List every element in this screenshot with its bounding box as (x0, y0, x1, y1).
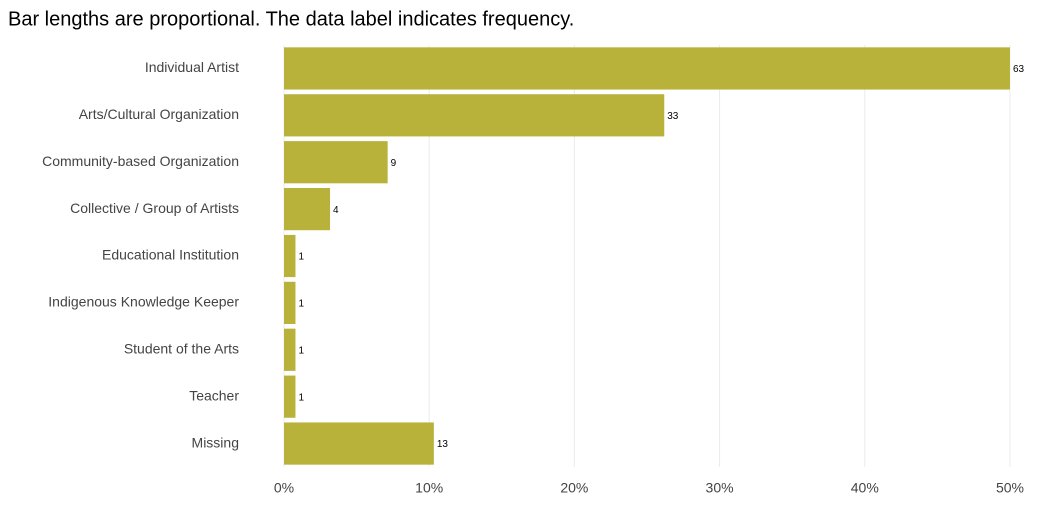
bar (284, 234, 296, 278)
data-label: 9 (391, 158, 397, 169)
data-label: 4 (333, 205, 339, 216)
x-tick-label: 0% (274, 480, 294, 496)
bar (284, 141, 388, 184)
bar (284, 47, 1010, 90)
data-label: 1 (298, 345, 304, 356)
bar (284, 328, 296, 371)
data-label: 13 (437, 439, 449, 450)
x-tick-label: 40% (851, 480, 879, 496)
x-tick-label: 30% (706, 480, 734, 496)
y-tick-label: Missing (192, 434, 239, 450)
x-tick-label: 10% (415, 480, 443, 496)
y-tick-label: Student of the Arts (124, 340, 239, 356)
x-tick-label: 50% (996, 480, 1024, 496)
y-tick-label: Teacher (189, 387, 239, 403)
data-label: 33 (667, 111, 679, 122)
bar (284, 422, 434, 465)
x-tick-label: 20% (560, 480, 588, 496)
y-tick-label: Individual Artist (145, 59, 239, 75)
data-label: 1 (298, 392, 304, 403)
y-tick-label: Educational Institution (102, 247, 239, 263)
data-label: 1 (298, 299, 304, 310)
y-tick-label: Indigenous Knowledge Keeper (48, 294, 239, 310)
data-label: 63 (1013, 64, 1025, 75)
bar (284, 188, 331, 231)
bar (284, 375, 296, 418)
chart-title: Bar lengths are proportional. The data l… (8, 8, 574, 30)
bar (284, 94, 665, 137)
y-tick-label: Collective / Group of Artists (70, 200, 239, 216)
bar (284, 281, 296, 324)
y-tick-label: Arts/Cultural Organization (79, 106, 239, 122)
data-label: 1 (298, 252, 304, 263)
y-tick-label: Community-based Organization (42, 153, 239, 169)
